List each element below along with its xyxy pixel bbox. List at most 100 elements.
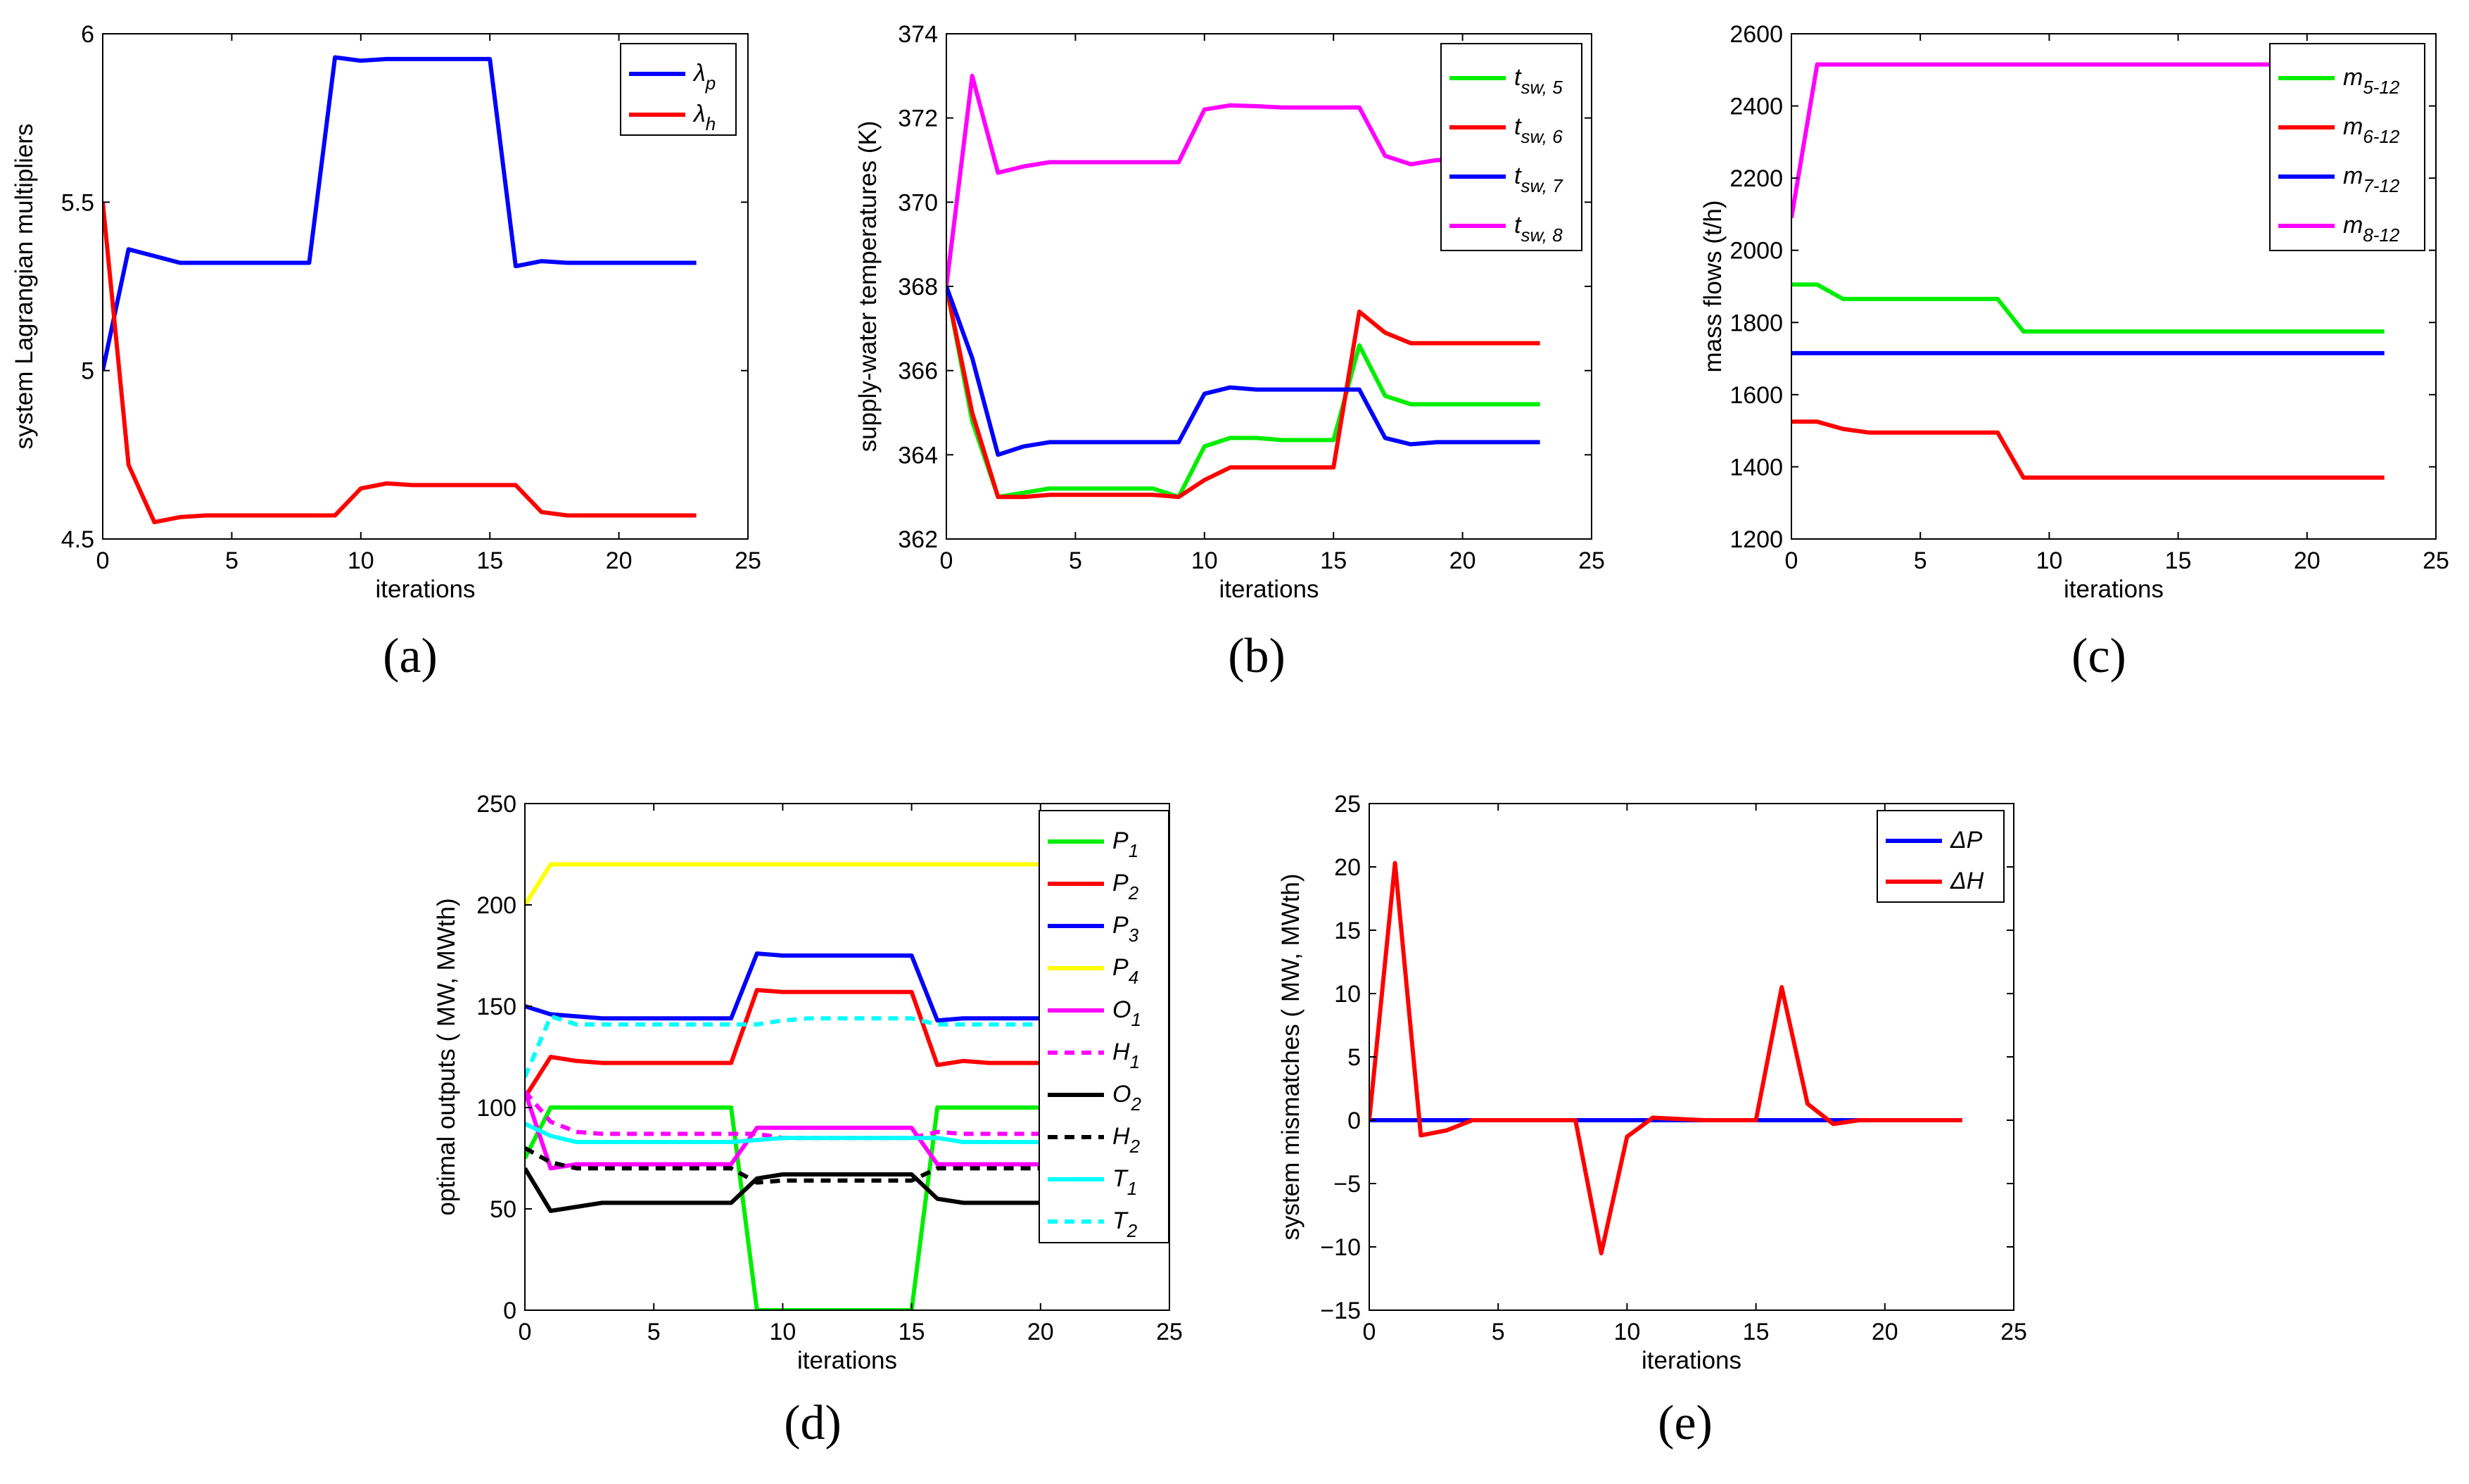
y-axis-label: optimal outputs ( MW, MWth) bbox=[433, 898, 460, 1215]
x-tick-label: 20 bbox=[1027, 1319, 1054, 1345]
legend-label-main: O bbox=[1112, 996, 1131, 1023]
legend-label: m6-12 bbox=[2343, 113, 2400, 147]
legend-label: P4 bbox=[1112, 954, 1138, 988]
y-tick-label: 1200 bbox=[1729, 526, 1783, 553]
y-tick-label: 10 bbox=[1334, 981, 1361, 1008]
legend-label: λh bbox=[692, 101, 716, 134]
x-tick-label: 15 bbox=[1320, 547, 1347, 574]
y-tick-label: 2000 bbox=[1729, 238, 1783, 265]
panel-caption: (a) bbox=[383, 629, 438, 683]
legend-label-sub: 2 bbox=[1126, 1220, 1138, 1241]
x-tick-label: 10 bbox=[1191, 547, 1218, 574]
legend-label-main: t bbox=[1514, 212, 1522, 239]
legend-label: P1 bbox=[1112, 827, 1138, 861]
y-tick-label: 50 bbox=[490, 1196, 516, 1223]
x-axis-label: iterations bbox=[1219, 576, 1319, 603]
legend-box bbox=[1877, 810, 2005, 903]
legend-label-main: P bbox=[1112, 827, 1129, 854]
y-tick-label: 200 bbox=[476, 892, 516, 919]
series-line-O-2-6 bbox=[525, 1167, 1118, 1213]
y-tick-label: 362 bbox=[898, 526, 938, 553]
y-axis-label: supply-water temperatures (K) bbox=[854, 121, 882, 452]
legend-label-sub: 1 bbox=[1129, 840, 1138, 861]
legend-label-sub: sw, 5 bbox=[1521, 77, 1563, 98]
chart-panel-a: 0 5 10 15 20 25 4.5 5 5.5 6 iterations system Lagra… bbox=[11, 21, 761, 683]
y-tick-label: 20 bbox=[1334, 854, 1361, 881]
series-line-λ-h-1 bbox=[103, 202, 697, 525]
y-tick-label: 366 bbox=[898, 358, 938, 385]
x-tick-label: 25 bbox=[2000, 1319, 2027, 1345]
legend-label-sub: 1 bbox=[1127, 1178, 1137, 1199]
y-axis-label: system Lagrangian multipliers bbox=[11, 124, 38, 450]
x-tick-label: 0 bbox=[96, 547, 110, 574]
legend-label-main: H bbox=[1112, 1039, 1130, 1065]
legend-label-main: ΔH bbox=[1950, 868, 1984, 894]
series-line-ΔH-1 bbox=[1369, 861, 1962, 1255]
legend-label: m7-12 bbox=[2343, 163, 2400, 196]
legend: ΔP ΔH bbox=[1877, 810, 2005, 903]
series-line-O-1-4 bbox=[525, 1091, 1118, 1171]
legend-label-sub: 2 bbox=[1130, 1093, 1141, 1115]
series-line-P-2-1 bbox=[525, 988, 1118, 1099]
series-line-P-4-3 bbox=[525, 862, 1118, 906]
x-tick-label: 5 bbox=[647, 1319, 661, 1345]
y-tick-label: 2200 bbox=[1729, 165, 1783, 192]
x-tick-label: 20 bbox=[1872, 1319, 1898, 1345]
x-tick-label: 25 bbox=[735, 547, 761, 574]
y-tick-label: 6 bbox=[81, 21, 94, 48]
legend-label: tsw, 8 bbox=[1514, 212, 1563, 246]
x-tick-label: 25 bbox=[2423, 547, 2449, 574]
y-tick-label: 374 bbox=[898, 21, 938, 48]
series-line-m-5-12-0 bbox=[1791, 282, 2385, 334]
legend-label-main: P bbox=[1112, 954, 1129, 981]
y-tick-label: −10 bbox=[1320, 1234, 1361, 1261]
y-tick-label: −15 bbox=[1320, 1298, 1361, 1324]
legend-label: O2 bbox=[1112, 1081, 1141, 1115]
y-tick-label: 1600 bbox=[1729, 382, 1783, 409]
series-line-P-1-0 bbox=[525, 1105, 1118, 1310]
legend-label-main: T bbox=[1112, 1207, 1129, 1234]
series-line-m-6-12-1 bbox=[1791, 419, 2385, 480]
series-group bbox=[103, 55, 697, 525]
y-tick-label: −5 bbox=[1333, 1171, 1361, 1198]
x-tick-label: 15 bbox=[899, 1319, 925, 1345]
y-tick-label: 0 bbox=[503, 1298, 516, 1324]
plot-frame bbox=[1791, 33, 2437, 540]
legend-box bbox=[620, 43, 737, 136]
x-tick-label: 15 bbox=[2165, 547, 2192, 574]
series-group bbox=[525, 862, 1118, 1310]
legend-label: tsw, 5 bbox=[1514, 64, 1563, 98]
x-tick-label: 10 bbox=[348, 547, 374, 574]
legend: tsw, 5 t sw, 6 tsw, 7 tsw, 8 bbox=[1440, 43, 1582, 251]
panel-caption: (e) bbox=[1658, 1396, 1713, 1450]
y-axis-label: mass flows (t/h) bbox=[1699, 200, 1727, 372]
chart-panel-b: 0 5 10 15 20 25 362 364 366 368 370 372 374 iteration… bbox=[854, 21, 1605, 683]
legend-label-sub: sw, 6 bbox=[1521, 126, 1563, 147]
legend-label: tsw, 7 bbox=[1514, 163, 1563, 196]
x-tick-label: 15 bbox=[476, 547, 503, 574]
y-tick-label: 1800 bbox=[1729, 310, 1783, 336]
legend-label-sub: 8-12 bbox=[2363, 224, 2400, 246]
legend-label: P2 bbox=[1112, 870, 1139, 903]
legend-label-main: m bbox=[2343, 163, 2363, 189]
x-tick-label: 10 bbox=[2036, 547, 2062, 574]
x-tick-label: 25 bbox=[1156, 1319, 1183, 1345]
legend-label-main: λ bbox=[692, 101, 706, 127]
legend-label-sub: sw, 7 bbox=[1521, 175, 1563, 196]
series-line-t-sw, 6-1 bbox=[946, 286, 1540, 500]
series-line-λ-p-0 bbox=[103, 55, 697, 372]
series-line-T-1-8 bbox=[525, 1122, 1118, 1144]
y-tick-label: 5 bbox=[1347, 1044, 1361, 1071]
y-tick-label: 372 bbox=[898, 106, 938, 132]
y-tick-label: 25 bbox=[1334, 791, 1361, 818]
legend-label-sub: 1 bbox=[1131, 1009, 1141, 1030]
x-axis-label: iterations bbox=[375, 576, 475, 603]
legend-label-main: m bbox=[2343, 113, 2363, 140]
series-line-P-3-2 bbox=[525, 951, 1118, 1023]
y-tick-label: 5 bbox=[81, 358, 94, 385]
legend-label-sub: 7-12 bbox=[2363, 175, 2400, 196]
legend-label: m8-12 bbox=[2343, 212, 2400, 246]
